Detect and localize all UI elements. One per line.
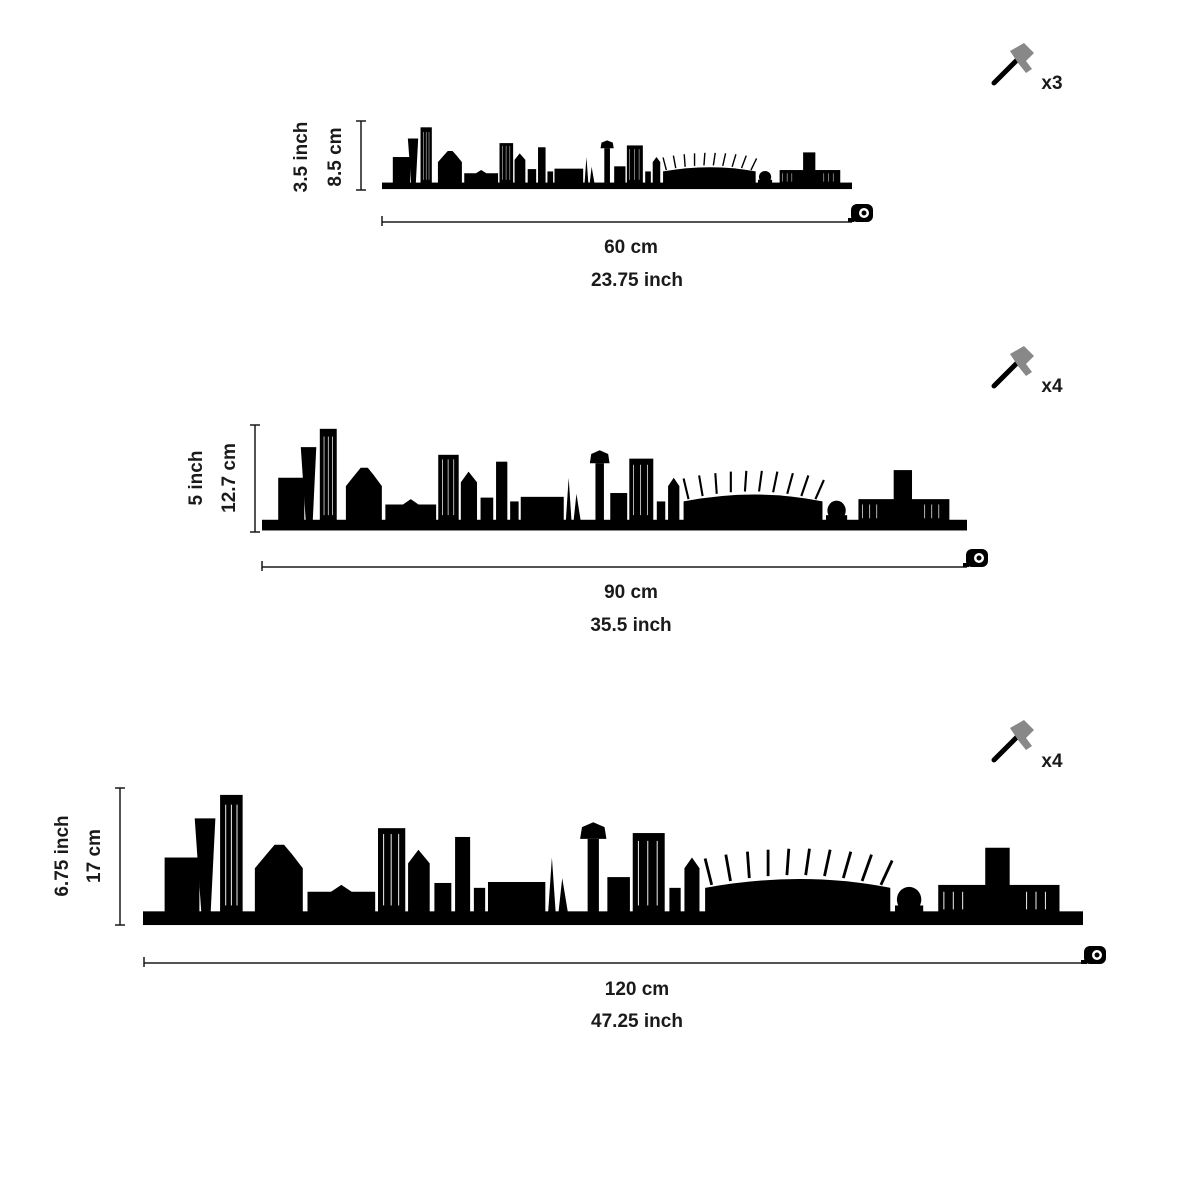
width-cm: 60 cm <box>604 237 658 258</box>
size-medium: 5 inch 12.7 cm 90 cm 35.5 inch x4 <box>186 346 1063 636</box>
width-cm: 120 cm <box>605 979 669 1000</box>
hammer-icon <box>994 346 1034 386</box>
hammer-icon <box>994 720 1034 760</box>
width-inch: 47.25 inch <box>591 1011 683 1032</box>
height-inch: 3.5 inch <box>291 122 312 193</box>
width-line <box>261 561 967 571</box>
height-inch: 5 inch <box>186 451 207 506</box>
skyline <box>143 793 1083 927</box>
hammer-icon <box>994 43 1034 83</box>
width-inch: 23.75 inch <box>591 270 683 291</box>
tape-icon <box>963 549 988 567</box>
nail-count: x4 <box>1041 751 1063 772</box>
skyline <box>262 427 967 532</box>
width-cm: 90 cm <box>604 582 658 603</box>
nail-count: x3 <box>1041 73 1062 94</box>
width-line <box>381 216 852 226</box>
tape-icon <box>848 204 873 222</box>
size-small: 3.5 inch 8.5 cm 60 cm 23.75 inch x3 <box>291 43 1063 291</box>
skyline <box>382 126 852 190</box>
height-bracket <box>356 120 366 191</box>
height-cm: 17 cm <box>84 829 105 883</box>
height-bracket <box>250 424 260 533</box>
height-bracket <box>115 787 125 926</box>
height-cm: 12.7 cm <box>219 443 240 513</box>
width-inch: 35.5 inch <box>590 615 671 636</box>
tape-icon <box>1081 946 1106 964</box>
height-cm: 8.5 cm <box>325 127 346 186</box>
width-line <box>143 957 1083 967</box>
size-large: 6.75 inch 17 cm 120 cm 47.25 inch x4 <box>52 720 1106 1032</box>
nail-count: x4 <box>1041 376 1063 397</box>
height-inch: 6.75 inch <box>52 815 73 896</box>
